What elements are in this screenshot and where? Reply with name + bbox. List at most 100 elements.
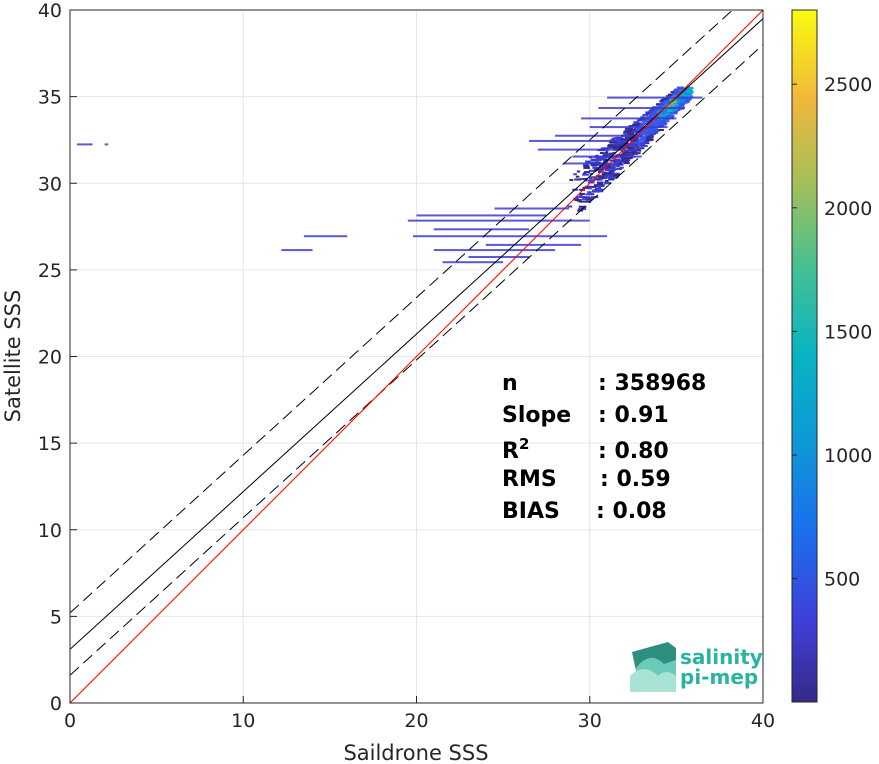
density-cell-346: [638, 141, 642, 144]
density-cell-678: [649, 113, 658, 116]
density-cell-771: [670, 91, 677, 94]
colorbar: [791, 9, 818, 703]
density-cell-63: [636, 119, 643, 122]
density-cell-797: [588, 177, 593, 180]
cb-tick-label-3: 2000: [824, 198, 872, 220]
density-cell-896: [563, 162, 616, 165]
density-cell-670: [646, 136, 653, 139]
density-cell-389: [623, 130, 628, 133]
density-cell-615: [606, 174, 612, 177]
density-cell-739: [606, 166, 611, 169]
density-cell-873: [685, 86, 694, 89]
y-tick-label-5: 25: [38, 260, 62, 282]
density-cell-388: [567, 205, 573, 208]
density-cell-488: [657, 104, 663, 107]
x-tick-label-0: 0: [64, 710, 76, 732]
density-cell-343: [587, 196, 594, 199]
density-cell-108: [598, 170, 602, 173]
density-cell-125: [629, 145, 638, 148]
density-cell-818: [635, 149, 642, 152]
density-cell-405: [630, 141, 634, 144]
density-cell-392: [596, 178, 603, 181]
density-cell-774: [646, 112, 650, 115]
density-cell-401: [604, 182, 612, 185]
density-cell-304: [602, 165, 608, 168]
density-cell-849: [659, 122, 668, 125]
density-cell-814: [646, 139, 653, 142]
density-cell-444: [578, 195, 585, 198]
density-cell-877: [673, 103, 677, 106]
density-cell-740: [672, 95, 679, 98]
density-cell-715: [641, 132, 648, 135]
density-cell-906: [303, 235, 348, 238]
density-cell-907: [281, 249, 313, 252]
density-cell-660: [627, 131, 635, 134]
density-cell-763: [605, 168, 612, 171]
density-cell-358: [667, 93, 672, 96]
density-cell-840: [598, 185, 605, 188]
density-cell-199: [644, 134, 650, 137]
density-cell-470: [609, 176, 618, 179]
density-cell-883: [667, 104, 671, 107]
x-tick-label-1: 10: [231, 710, 255, 732]
density-cell-587: [608, 178, 615, 181]
density-cell-856: [647, 128, 653, 131]
density-cell-698: [608, 167, 615, 170]
density-cell-683: [626, 157, 633, 160]
density-cell-544: [614, 161, 621, 164]
density-cell-789: [607, 144, 612, 147]
density-cell-381: [600, 165, 604, 168]
density-cell-307: [674, 88, 680, 91]
density-cell-431: [625, 146, 631, 149]
density-cell-284: [662, 120, 670, 123]
density-cell-758: [582, 173, 589, 176]
density-cell-689: [683, 89, 690, 92]
density-cell-646: [665, 113, 670, 116]
salinity-pimep-logo: salinity pi-mep: [630, 642, 763, 692]
line-fit_upper: [70, 10, 734, 614]
density-cell-866: [665, 114, 672, 117]
y-tick-label-8: 40: [38, 0, 62, 22]
density-cell-241: [579, 192, 586, 195]
density-cell-786: [649, 109, 655, 112]
y-tick-label-6: 30: [38, 173, 62, 195]
density-cell-833: [621, 153, 625, 156]
density-cell-226: [627, 151, 634, 154]
density-cell-783: [637, 124, 642, 127]
density-cell-155: [656, 129, 665, 132]
density-cell-726: [573, 173, 577, 176]
density-cell-504: [613, 160, 621, 163]
density-cell-871: [606, 147, 611, 150]
cb-tick-label-1: 1000: [824, 445, 872, 467]
density-cell-709: [684, 93, 692, 96]
y-tick-label-7: 35: [38, 87, 62, 109]
density-cell-89: [590, 185, 597, 188]
density-cell-219: [597, 158, 603, 161]
cb-tick-label-4: 2500: [824, 74, 872, 96]
line-fit: [70, 18, 763, 650]
density-cell-341: [582, 172, 587, 175]
y-tick-label-1: 5: [50, 606, 62, 628]
density-cell-815: [589, 172, 593, 175]
density-cell-629: [614, 158, 621, 161]
density-cell-647: [668, 99, 673, 102]
density-cell-473: [642, 114, 646, 117]
density-cell-551: [662, 98, 670, 101]
density-cell-790: [640, 143, 645, 146]
density-cell-476: [575, 175, 580, 178]
density-cell-761: [587, 186, 593, 189]
density-cell-5: [612, 172, 621, 175]
density-cell-465: [585, 160, 591, 163]
density-cell-183: [581, 196, 590, 199]
density-cell-817: [664, 99, 669, 102]
density-cell-707: [579, 177, 586, 180]
density-cell-529: [623, 160, 630, 163]
density-cell-685: [592, 189, 597, 192]
density-cell-668: [625, 129, 634, 132]
x-tick-label-4: 40: [751, 710, 775, 732]
density-cell-90: [650, 108, 656, 111]
density-cell-903: [433, 249, 556, 252]
density-cell-34: [574, 178, 581, 181]
density-cell-858: [608, 141, 617, 144]
